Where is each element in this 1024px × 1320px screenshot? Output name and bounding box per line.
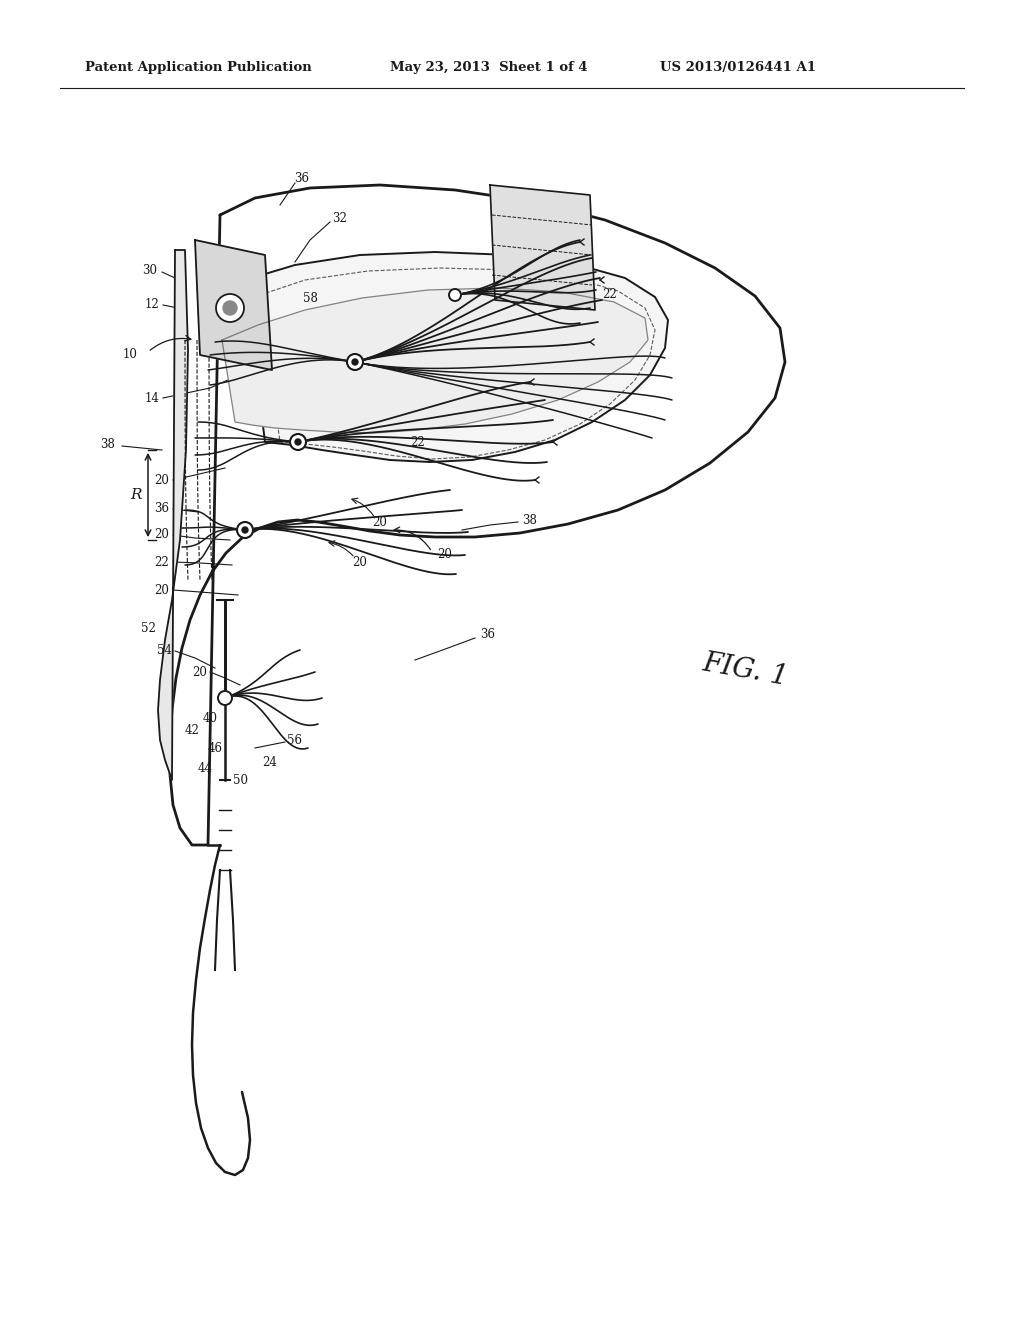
Text: 36: 36 xyxy=(480,628,496,642)
Text: 14: 14 xyxy=(144,392,160,404)
Circle shape xyxy=(216,294,244,322)
Text: 58: 58 xyxy=(532,272,548,285)
Polygon shape xyxy=(158,249,188,780)
Text: 52: 52 xyxy=(140,622,156,635)
Circle shape xyxy=(295,440,301,445)
Text: 20: 20 xyxy=(155,528,169,541)
Text: 40: 40 xyxy=(203,711,217,725)
Text: 58: 58 xyxy=(383,351,397,364)
Text: 20: 20 xyxy=(352,556,368,569)
Text: 46: 46 xyxy=(208,742,222,755)
Text: 36: 36 xyxy=(295,172,309,185)
Text: Patent Application Publication: Patent Application Publication xyxy=(85,62,311,74)
Circle shape xyxy=(449,289,461,301)
Text: 22: 22 xyxy=(155,556,169,569)
Text: 38: 38 xyxy=(522,513,538,527)
Text: 58: 58 xyxy=(425,298,439,312)
Text: 20: 20 xyxy=(373,516,387,528)
Circle shape xyxy=(290,434,306,450)
Circle shape xyxy=(237,521,253,539)
Text: R: R xyxy=(130,488,141,502)
Text: 20: 20 xyxy=(155,474,169,487)
Polygon shape xyxy=(222,288,648,433)
Text: 30: 30 xyxy=(142,264,158,276)
Text: 58: 58 xyxy=(461,408,475,421)
Circle shape xyxy=(352,359,358,366)
Text: May 23, 2013  Sheet 1 of 4: May 23, 2013 Sheet 1 of 4 xyxy=(390,62,588,74)
Text: 20: 20 xyxy=(437,549,453,561)
Text: 20: 20 xyxy=(155,583,169,597)
Text: 24: 24 xyxy=(262,755,278,768)
Text: 50: 50 xyxy=(232,774,248,787)
Text: US 2013/0126441 A1: US 2013/0126441 A1 xyxy=(660,62,816,74)
Polygon shape xyxy=(193,845,250,1175)
Circle shape xyxy=(347,354,362,370)
Circle shape xyxy=(223,301,237,315)
Text: 58: 58 xyxy=(264,351,280,364)
Text: 36: 36 xyxy=(155,502,170,515)
Text: 38: 38 xyxy=(100,438,116,451)
Circle shape xyxy=(218,690,232,705)
Text: 22: 22 xyxy=(603,289,617,301)
Text: 12: 12 xyxy=(144,298,160,312)
Text: 44: 44 xyxy=(198,762,213,775)
Polygon shape xyxy=(170,185,785,845)
Polygon shape xyxy=(490,185,595,310)
Text: 54: 54 xyxy=(158,644,172,656)
Text: FIG. 1: FIG. 1 xyxy=(700,649,791,690)
Polygon shape xyxy=(245,252,668,462)
Text: 58: 58 xyxy=(302,292,317,305)
Text: 10: 10 xyxy=(123,348,137,362)
Text: 20: 20 xyxy=(193,665,208,678)
Polygon shape xyxy=(195,240,272,370)
Text: 56: 56 xyxy=(288,734,302,747)
Text: 32: 32 xyxy=(333,211,347,224)
Text: 42: 42 xyxy=(184,723,200,737)
Text: 22: 22 xyxy=(411,436,425,449)
Circle shape xyxy=(242,527,248,533)
Text: 16: 16 xyxy=(455,388,469,401)
